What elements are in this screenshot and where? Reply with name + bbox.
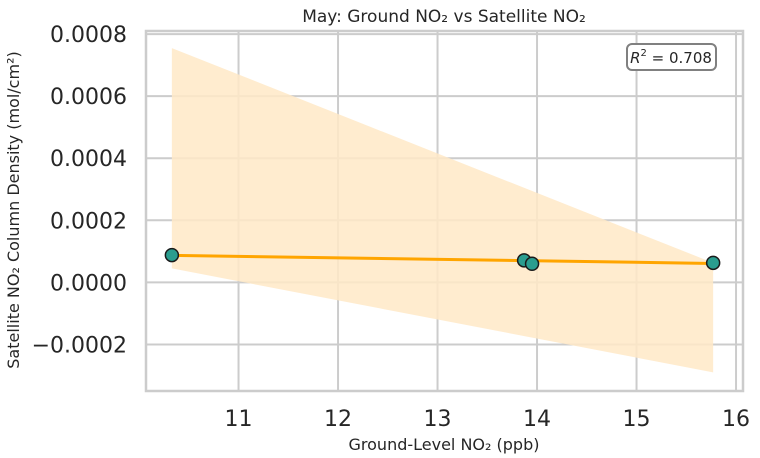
- x-tick-label: 14: [523, 407, 551, 432]
- chart-title: May: Ground NO₂ vs Satellite NO₂: [302, 7, 586, 27]
- y-tick-label: 0.0008: [50, 23, 127, 48]
- y-tick-label: 0.0000: [50, 271, 127, 296]
- data-point: [705, 255, 721, 271]
- x-tick-label: 13: [424, 407, 452, 432]
- y-tick-label: 0.0006: [50, 85, 127, 110]
- x-tick-labels: 11 12 13 14 15 16: [225, 407, 750, 432]
- y-tick-labels: −0.0002 0.0000 0.0002 0.0004 0.0006 0.0008: [32, 23, 127, 358]
- confidence-band-layer: [171, 48, 714, 373]
- r2-annotation: R2 = 0.708: [626, 43, 717, 71]
- x-tick-label: 12: [324, 407, 352, 432]
- data-points: [164, 247, 721, 272]
- y-tick-label: −0.0002: [32, 333, 127, 358]
- r2-label: R2 = 0.708: [630, 48, 712, 67]
- plot-frame: [144, 29, 745, 393]
- y-tick-label: 0.0004: [50, 147, 127, 172]
- confidence-band: [171, 48, 714, 373]
- regression-line-layer: [170, 253, 715, 265]
- regression-line: [170, 253, 715, 265]
- r2-box: [626, 43, 717, 71]
- data-point: [164, 247, 180, 263]
- x-axis-title: Ground-Level NO₂ (ppb): [349, 435, 540, 454]
- x-tick-label: 15: [623, 407, 651, 432]
- x-tick-label: 16: [722, 407, 750, 432]
- data-point: [524, 256, 540, 272]
- y-tick-label: 0.0002: [50, 209, 127, 234]
- x-tick-label: 11: [225, 407, 253, 432]
- y-axis-title: Satellite NO₂ Column Density (mol/cm²): [4, 51, 23, 368]
